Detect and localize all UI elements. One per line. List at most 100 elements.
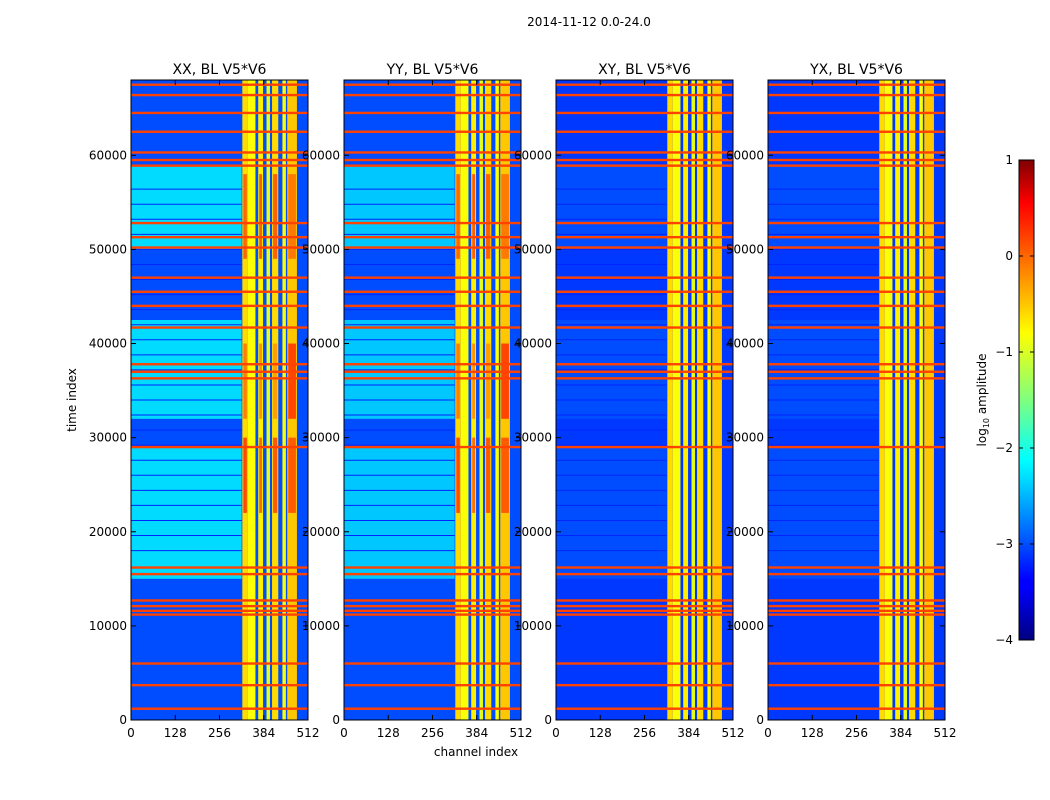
x-tick-label: 128 bbox=[589, 726, 612, 740]
rfi-band bbox=[282, 80, 286, 720]
y-tick-label: 60000 bbox=[89, 148, 127, 162]
flagged-row bbox=[556, 707, 733, 710]
flagged-row bbox=[768, 111, 945, 115]
flagged-row bbox=[556, 599, 733, 602]
panel-title: XY, BL V5*V6 bbox=[598, 62, 691, 78]
flagged-row bbox=[131, 445, 308, 449]
flagged-row bbox=[556, 93, 733, 97]
flagged-row bbox=[344, 158, 521, 162]
x-tick-label: 0 bbox=[552, 726, 560, 740]
flagged-row bbox=[344, 164, 521, 167]
rfi-band bbox=[460, 80, 469, 720]
flagged-row bbox=[131, 609, 308, 613]
rfi-band bbox=[712, 80, 722, 720]
x-tick-label: 512 bbox=[510, 726, 533, 740]
flagged-row bbox=[344, 221, 521, 225]
y-tick-label: 0 bbox=[756, 713, 764, 727]
flagged-row bbox=[131, 93, 308, 97]
x-tick-label: 0 bbox=[127, 726, 135, 740]
flagged-row bbox=[344, 445, 521, 449]
flagged-row bbox=[556, 363, 733, 366]
flagged-row bbox=[344, 613, 521, 616]
flagged-row bbox=[556, 604, 733, 608]
rfi-band bbox=[247, 80, 256, 720]
y-tick-label: 50000 bbox=[726, 242, 764, 256]
flagged-row bbox=[768, 158, 945, 162]
flagged-row bbox=[344, 326, 521, 329]
rfi-hot-patch bbox=[472, 437, 476, 513]
rfi-band bbox=[909, 80, 916, 720]
flagged-row bbox=[344, 151, 521, 154]
y-tick-label: 20000 bbox=[89, 525, 127, 539]
flagged-row bbox=[344, 566, 521, 569]
flagged-row bbox=[344, 93, 521, 97]
flagged-row bbox=[344, 370, 521, 373]
colorbar: 10−1−2−3−4 log10 amplitude bbox=[975, 153, 1035, 647]
flagged-row bbox=[131, 221, 308, 225]
background-segment bbox=[556, 164, 667, 250]
flagged-row bbox=[768, 445, 945, 449]
rfi-hot-patch bbox=[259, 437, 263, 513]
panel-xy: XY, BL V5*V6 0 128 256 384 512 0 10000 20000 3000… bbox=[514, 62, 745, 740]
flagged-row bbox=[344, 304, 521, 308]
flagged-row bbox=[556, 326, 733, 329]
colorbar-label-subscript: 10 bbox=[982, 418, 991, 428]
x-tick-label: 384 bbox=[465, 726, 488, 740]
flagged-row bbox=[768, 572, 945, 576]
colorbar-label-suffix: amplitude bbox=[975, 354, 989, 418]
rfi-hot-patch bbox=[472, 343, 476, 419]
x-tick-label: 512 bbox=[297, 726, 320, 740]
rfi-hot-patch bbox=[501, 437, 509, 513]
rfi-hot-patch bbox=[273, 343, 278, 419]
flagged-row bbox=[556, 304, 733, 308]
flagged-row bbox=[556, 276, 733, 279]
figure-suptitle: 2014-11-12 0.0-24.0 bbox=[527, 15, 651, 29]
flagged-row bbox=[131, 613, 308, 616]
flagged-row bbox=[556, 566, 733, 569]
background-segment bbox=[556, 447, 667, 579]
flagged-row bbox=[768, 93, 945, 97]
x-tick-label: 128 bbox=[164, 726, 187, 740]
flagged-row bbox=[131, 304, 308, 308]
flagged-row bbox=[131, 235, 308, 239]
flagged-row bbox=[556, 246, 733, 249]
flagged-row bbox=[556, 158, 733, 162]
flagged-row bbox=[344, 707, 521, 710]
flagged-row bbox=[556, 445, 733, 449]
flagged-row bbox=[131, 662, 308, 665]
y-tick-label: 30000 bbox=[302, 431, 340, 445]
rfi-hot-patch bbox=[243, 174, 247, 259]
colorbar-tick-label: 1 bbox=[1005, 153, 1013, 167]
flagged-row bbox=[131, 566, 308, 569]
y-tick-label: 30000 bbox=[726, 431, 764, 445]
flagged-row bbox=[344, 111, 521, 115]
flagged-row bbox=[556, 662, 733, 665]
flagged-row bbox=[556, 221, 733, 225]
rfi-band bbox=[903, 80, 907, 720]
y-tick-label: 40000 bbox=[89, 337, 127, 351]
rfi-hot-patch bbox=[259, 174, 263, 259]
flagged-row bbox=[768, 326, 945, 329]
flagged-row bbox=[768, 662, 945, 665]
rfi-band bbox=[924, 80, 934, 720]
y-tick-label: 50000 bbox=[514, 242, 552, 256]
colorbar-label-prefix: log bbox=[975, 428, 989, 446]
flagged-row bbox=[131, 290, 308, 293]
panel-title: YY, BL V5*V6 bbox=[386, 62, 479, 78]
y-tick-label: 0 bbox=[332, 713, 340, 727]
flagged-row bbox=[768, 235, 945, 239]
flagged-row bbox=[344, 662, 521, 665]
y-tick-label: 60000 bbox=[302, 148, 340, 162]
flagged-row bbox=[344, 235, 521, 239]
rfi-band bbox=[667, 80, 673, 720]
rfi-hot-patch bbox=[273, 174, 278, 259]
x-tick-label: 256 bbox=[633, 726, 656, 740]
flagged-row bbox=[768, 707, 945, 710]
flagged-row bbox=[768, 276, 945, 279]
y-tick-label: 50000 bbox=[302, 242, 340, 256]
rfi-hot-patch bbox=[259, 343, 263, 419]
flagged-row bbox=[556, 613, 733, 616]
flagged-row bbox=[556, 683, 733, 687]
y-tick-label: 10000 bbox=[726, 619, 764, 633]
flagged-row bbox=[768, 604, 945, 608]
